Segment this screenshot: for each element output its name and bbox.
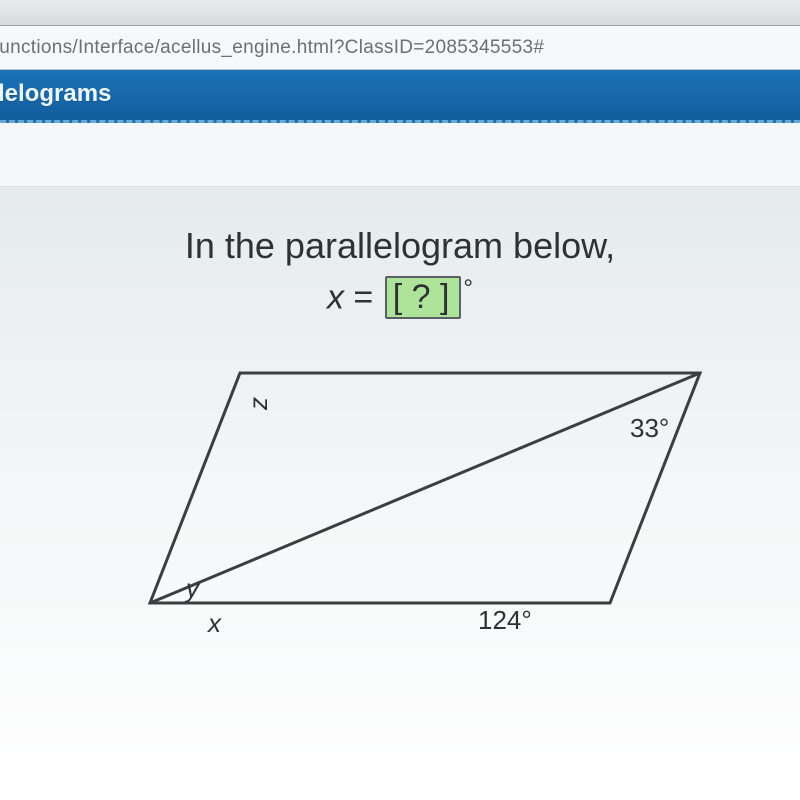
question-prompt: In the parallelogram below, — [0, 225, 800, 267]
label-33: 33° — [630, 413, 669, 444]
degree-symbol: ° — [463, 275, 473, 302]
lesson-title: lelograms — [0, 80, 786, 108]
question-equation: x = [ ? ]° — [0, 275, 800, 319]
variable-x: x — [327, 278, 344, 316]
parallelogram-svg — [80, 355, 720, 655]
url-text: entFunctions/Interface/acellus_engine.ht… — [0, 37, 544, 59]
parallelogram-figure: z 33° 124° y x — [80, 355, 720, 655]
content-strip — [0, 123, 800, 187]
label-z: z — [243, 397, 274, 410]
label-x: x — [208, 608, 221, 639]
url-bar[interactable]: entFunctions/Interface/acellus_engine.ht… — [0, 26, 800, 70]
browser-top-chrome — [0, 0, 800, 26]
lesson-header-bar: lelograms — [0, 70, 800, 123]
equals-sign: = — [353, 278, 373, 316]
label-124: 124° — [478, 605, 532, 636]
label-y: y — [186, 573, 199, 604]
question-area: In the parallelogram below, x = [ ? ]° — [0, 187, 800, 319]
answer-blank[interactable]: [ ? ] — [385, 276, 462, 319]
